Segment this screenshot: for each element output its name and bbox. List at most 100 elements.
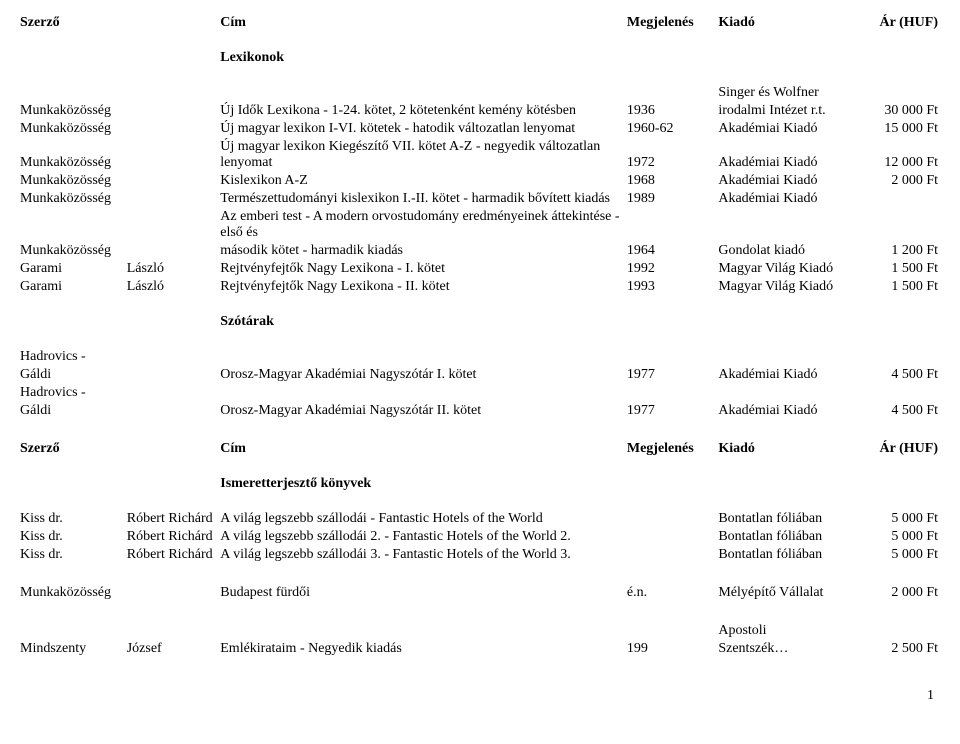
cell-title: Emlékirataim - Negyedik kiadás: [218, 640, 625, 658]
table-row: Hadrovics -: [18, 348, 940, 366]
header-row: Szerző Cím Megjelenés Kiadó Ár (HUF): [18, 440, 940, 458]
cell-year: 1977: [625, 366, 716, 384]
cell-author: Munkaközösség: [18, 102, 125, 120]
cell-title: Az emberi test - A modern orvostudomány …: [218, 208, 625, 242]
cell-author2: Róbert Richárd: [125, 528, 219, 546]
cell-author: Gáldi: [18, 366, 125, 384]
table-row: Garami László Rejtvényfejtők Nagy Lexiko…: [18, 278, 940, 296]
cell-publisher: Akadémiai Kiadó: [716, 172, 848, 190]
cell-author: Garami: [18, 260, 125, 278]
table-row: Munkaközösség Új magyar lexikon I-VI. kö…: [18, 120, 940, 138]
cell-price: 4 500 Ft: [848, 366, 940, 384]
header-price: Ár (HUF): [848, 440, 940, 458]
cell-title: második kötet - harmadik kiadás: [218, 242, 625, 260]
cell-year: 199: [625, 640, 716, 658]
cell-title: Orosz-Magyar Akadémiai Nagyszótár II. kö…: [218, 402, 625, 420]
cell-author2: [125, 102, 219, 120]
header-title: Cím: [218, 14, 625, 32]
cell-title: Orosz-Magyar Akadémiai Nagyszótár I. köt…: [218, 366, 625, 384]
table-row: Az emberi test - A modern orvostudomány …: [18, 208, 940, 242]
cell-title: Rejtvényfejtők Nagy Lexikona - II. kötet: [218, 278, 625, 296]
table-row: Gáldi Orosz-Magyar Akadémiai Nagyszótár …: [18, 366, 940, 384]
cell-author: Hadrovics -: [18, 348, 125, 366]
cell-price: 4 500 Ft: [848, 402, 940, 420]
cell-author: Kiss dr.: [18, 546, 125, 564]
header-row: Szerző Cím Megjelenés Kiadó Ár (HUF): [18, 14, 940, 32]
cell-year: 1964: [625, 242, 716, 260]
cell-title: Budapest fürdői: [218, 584, 625, 602]
cell-author: Munkaközösség: [18, 172, 125, 190]
table-row: Munkaközösség Új Idők Lexikona - 1-24. k…: [18, 102, 940, 120]
cell-year: [625, 528, 716, 546]
cell-year: [625, 510, 716, 528]
cell-author: Hadrovics -: [18, 384, 125, 402]
table-row: Munkaközösség második kötet - harmadik k…: [18, 242, 940, 260]
cell-year: é.n.: [625, 584, 716, 602]
table-row: Munkaközösség Természettudományi kislexi…: [18, 190, 940, 208]
cell-author: Mindszenty: [18, 640, 125, 658]
table-row: Munkaközösség Kislexikon A-Z 1968 Akadém…: [18, 172, 940, 190]
header-price: Ár (HUF): [848, 14, 940, 32]
cell-price: 1 500 Ft: [848, 260, 940, 278]
cell-price: 12 000 Ft: [848, 138, 940, 172]
cell-author: Munkaközösség: [18, 138, 125, 172]
cell-publisher: Magyar Világ Kiadó: [716, 260, 848, 278]
cell-author2: Róbert Richárd: [125, 546, 219, 564]
cell-author2: Róbert Richárd: [125, 510, 219, 528]
cell-title: Új magyar lexikon I-VI. kötetek - hatodi…: [218, 120, 625, 138]
cell-price: 5 000 Ft: [848, 528, 940, 546]
cell-price: 30 000 Ft: [848, 102, 940, 120]
cell-year: [625, 546, 716, 564]
cell-author: Gáldi: [18, 402, 125, 420]
cell-publisher: Akadémiai Kiadó: [716, 138, 848, 172]
cell-publisher: Gondolat kiadó: [716, 242, 848, 260]
cell-title: A világ legszebb szállodái - Fantastic H…: [218, 510, 625, 528]
cell-price: 1 500 Ft: [848, 278, 940, 296]
cell-price: 2 500 Ft: [848, 640, 940, 658]
cell-author: Munkaközösség: [18, 120, 125, 138]
cell-title: A világ legszebb szállodái 2. - Fantasti…: [218, 528, 625, 546]
cell-year: 1989: [625, 190, 716, 208]
cell-publisher: Apostoli: [716, 622, 848, 640]
header-year: Megjelenés: [625, 440, 716, 458]
table-row: Mindszenty József Emlékirataim - Negyedi…: [18, 640, 940, 658]
table-row: Apostoli: [18, 622, 940, 640]
cell-author2: László: [125, 260, 219, 278]
table-row: Gáldi Orosz-Magyar Akadémiai Nagyszótár …: [18, 402, 940, 420]
cell-publisher: Akadémiai Kiadó: [716, 120, 848, 138]
section-szotarak: Szótárak: [218, 296, 625, 348]
cell-year: 1972: [625, 138, 716, 172]
cell-author: Kiss dr.: [18, 528, 125, 546]
cell-publisher: Bontatlan fóliában: [716, 510, 848, 528]
table-row: Munkaközösség Budapest fürdői é.n. Mélyé…: [18, 584, 940, 602]
cell-title: Rejtvényfejtők Nagy Lexikona - I. kötet: [218, 260, 625, 278]
table-row: Hadrovics -: [18, 384, 940, 402]
cell-title: Kislexikon A-Z: [218, 172, 625, 190]
cell-year: 1977: [625, 402, 716, 420]
table-row: Kiss dr. Róbert Richárd A világ legszebb…: [18, 510, 940, 528]
table-row: Garami László Rejtvényfejtők Nagy Lexiko…: [18, 260, 940, 278]
cell-price: 5 000 Ft: [848, 510, 940, 528]
cell-publisher: Mélyépítő Vállalat: [716, 584, 848, 602]
cell-title: Új Idők Lexikona - 1-24. kötet, 2 kötete…: [218, 102, 625, 120]
section-lexikonok: Lexikonok: [218, 32, 625, 84]
cell-author: Garami: [18, 278, 125, 296]
cell-publisher: Bontatlan fóliában: [716, 528, 848, 546]
cell-price: 5 000 Ft: [848, 546, 940, 564]
cell-publisher: Akadémiai Kiadó: [716, 402, 848, 420]
cell-year: 1968: [625, 172, 716, 190]
header-author: Szerző: [18, 14, 218, 32]
cell-year: 1993: [625, 278, 716, 296]
cell-publisher: irodalmi Intézet r.t.: [716, 102, 848, 120]
header-author: Szerző: [18, 440, 218, 458]
page-number: 1: [18, 658, 940, 704]
cell-publisher: Akadémiai Kiadó: [716, 190, 848, 208]
table-row: Kiss dr. Róbert Richárd A világ legszebb…: [18, 546, 940, 564]
cell-price: 15 000 Ft: [848, 120, 940, 138]
cell-title: Természettudományi kislexikon I.-II. köt…: [218, 190, 625, 208]
cell-author2: József: [125, 640, 219, 658]
header-publisher: Kiadó: [716, 14, 848, 32]
cell-title: A világ legszebb szállodái 3. - Fantasti…: [218, 546, 625, 564]
book-table: Szerző Cím Megjelenés Kiadó Ár (HUF) Lex…: [18, 14, 940, 658]
cell-author: Munkaközösség: [18, 584, 125, 602]
